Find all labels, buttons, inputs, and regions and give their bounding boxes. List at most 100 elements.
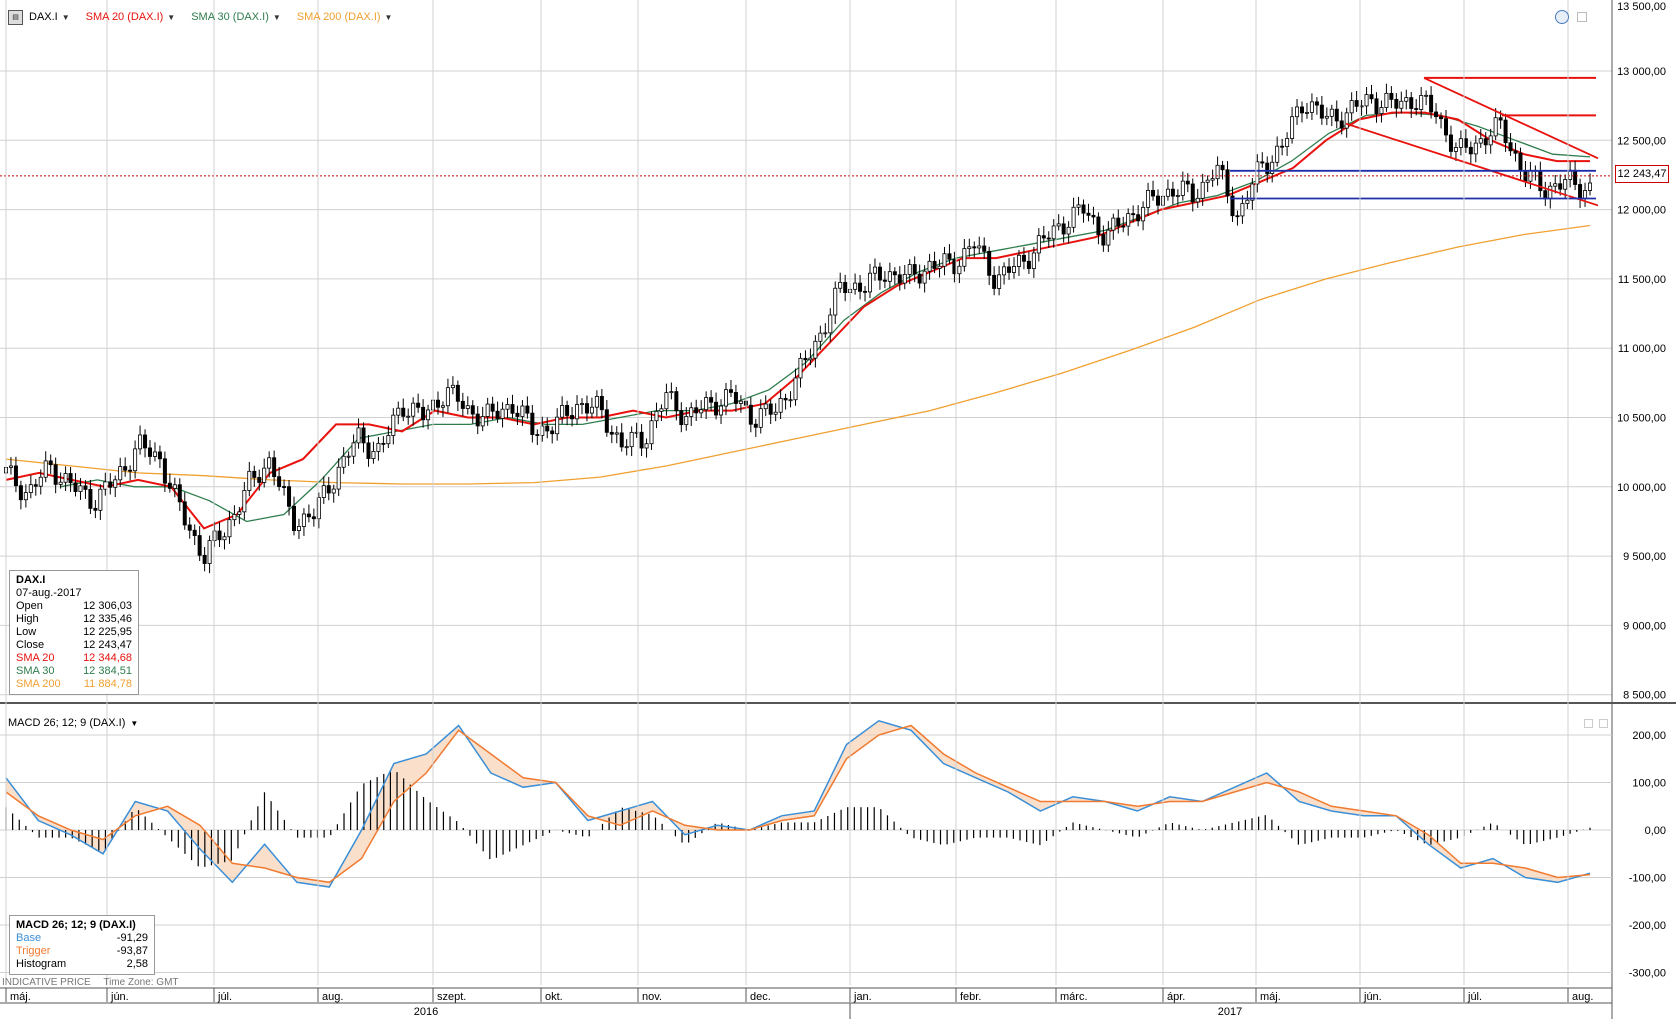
chevron-down-icon[interactable]: ▼ — [130, 718, 139, 728]
candle-body — [1354, 100, 1359, 107]
candle-body — [644, 443, 649, 449]
candle-body — [897, 274, 902, 284]
x-year-label: 2017 — [1218, 1006, 1242, 1018]
candle-body — [18, 485, 23, 501]
candle-body — [1578, 184, 1583, 199]
symbol-selector[interactable]: ▤ DAX.I ▼ — [8, 9, 70, 25]
candle-body — [724, 389, 729, 407]
candle-body — [356, 427, 361, 444]
restore-icon[interactable] — [1584, 719, 1593, 728]
candle-body — [1061, 223, 1066, 235]
sma30-legend[interactable]: SMA 30 (DAX.I) ▼ — [191, 11, 281, 23]
candle-body — [838, 281, 843, 289]
candle-body — [520, 405, 525, 417]
chevron-down-icon[interactable]: ▼ — [272, 12, 281, 22]
candle-body — [267, 457, 272, 469]
candle-body — [738, 400, 743, 404]
chevron-down-icon[interactable]: ▼ — [384, 12, 393, 22]
candle-body — [83, 485, 88, 490]
candle-body — [659, 408, 664, 412]
chart-type-icon[interactable]: ▤ — [8, 9, 23, 25]
candle-body — [907, 264, 912, 275]
macd-title[interactable]: MACD 26; 12; 9 (DAX.I) ▼ — [8, 717, 138, 729]
candle-body — [1021, 254, 1026, 262]
candle-body — [1200, 181, 1205, 199]
candle-body — [212, 530, 217, 542]
minimize-icon[interactable] — [1577, 12, 1587, 22]
candle-body — [1156, 195, 1161, 206]
sma20-line — [5, 111, 1590, 530]
candle-body — [1170, 188, 1175, 197]
candle-body — [1463, 138, 1468, 148]
macd-title-label: MACD 26; 12; 9 (DAX.I) — [8, 717, 126, 729]
candle-body — [560, 405, 565, 418]
candle-body — [510, 404, 515, 414]
y-tick-label: 13 000,00 — [1617, 66, 1666, 78]
candle-body — [1424, 94, 1429, 97]
candle-body — [912, 264, 917, 275]
candle-body — [773, 411, 778, 415]
candle-body — [282, 486, 287, 488]
candle-body — [1588, 182, 1593, 191]
candle-body — [1066, 226, 1071, 235]
candle-body — [589, 406, 594, 414]
candle-body — [1240, 203, 1245, 217]
candle-body — [1329, 108, 1334, 117]
chevron-down-icon[interactable]: ▼ — [61, 12, 70, 22]
candle-body — [1309, 101, 1314, 113]
candle-body — [704, 397, 709, 411]
y-tick-label: 8 500,00 — [1623, 690, 1666, 702]
candle-body — [242, 490, 247, 513]
candle-body — [1046, 237, 1051, 240]
x-month-label: máj. — [1260, 991, 1281, 1003]
sma20-legend[interactable]: SMA 20 (DAX.I) ▼ — [86, 11, 176, 23]
clock-icon[interactable] — [1555, 10, 1569, 24]
candle-body — [406, 415, 411, 418]
candle-body — [1126, 213, 1131, 227]
macd-tick-label: 200,00 — [1632, 730, 1666, 742]
candle-body — [818, 332, 823, 342]
chevron-down-icon[interactable]: ▼ — [167, 12, 176, 22]
candle-body — [1304, 111, 1309, 114]
candle-body — [843, 281, 848, 293]
candle-body — [505, 404, 510, 410]
macd-trigger-line — [5, 724, 1591, 884]
candle-body — [1096, 216, 1101, 235]
info-row: Low 12 225,95 — [16, 626, 132, 638]
candle-body — [118, 466, 123, 481]
candle-body — [604, 409, 609, 433]
candle-body — [1210, 178, 1215, 181]
candle-body — [1131, 213, 1136, 216]
candle-body — [1583, 190, 1588, 199]
candle-body — [942, 253, 947, 267]
sma30-label: SMA 30 (DAX.I) — [191, 11, 269, 23]
candle-body — [1051, 225, 1056, 240]
candle-body — [664, 392, 669, 410]
candle-body — [341, 455, 346, 468]
candle-body — [371, 450, 376, 459]
sma200-legend[interactable]: SMA 200 (DAX.I) ▼ — [297, 11, 393, 23]
candle-body — [917, 273, 922, 284]
candle-body — [679, 410, 684, 426]
candle-body — [669, 391, 674, 394]
candle-body — [346, 455, 351, 458]
candle-body — [1458, 138, 1463, 148]
candle-body — [525, 405, 530, 414]
candle-body — [1151, 190, 1156, 197]
candle-body — [1270, 161, 1275, 174]
candle-body — [262, 467, 267, 483]
candle-body — [53, 464, 58, 485]
candle-body — [128, 469, 133, 472]
candle-body — [550, 430, 555, 435]
macd-info-row: Histogram 2,58 — [16, 958, 148, 970]
candle-body — [997, 274, 1002, 289]
minimize-icon[interactable] — [1599, 719, 1608, 728]
candle-body — [167, 482, 172, 489]
candle-body — [1071, 206, 1076, 228]
candle-body — [1573, 169, 1578, 185]
candle-body — [1235, 215, 1240, 218]
candle-body — [1483, 138, 1488, 146]
y-tick-label: 13 500,00 — [1617, 1, 1666, 13]
candle-body — [1215, 164, 1220, 180]
